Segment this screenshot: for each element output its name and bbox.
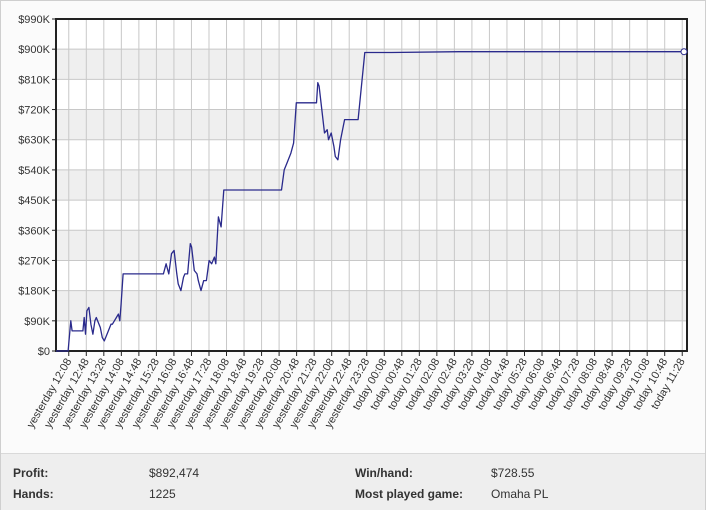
hands-label: Hands:: [13, 487, 54, 501]
y-tick-label: $810K: [18, 74, 50, 86]
grid-band: [56, 290, 687, 321]
y-tick-label: $540K: [18, 165, 50, 177]
chart-area: $0 $90K $180K $270K $360K $450K $540K $630K $720…: [1, 1, 705, 451]
win-per-hand-value: $728.55: [491, 466, 535, 480]
last-point-marker: [680, 48, 688, 56]
y-tick-label: $180K: [18, 286, 50, 298]
y-tick-label: $990K: [18, 14, 50, 26]
y-tick-label: $720K: [18, 105, 50, 117]
win-per-hand-label: Win/hand:: [355, 466, 413, 480]
grid-band: [56, 169, 687, 201]
profit-chart: $0 $90K $180K $270K $360K $450K $540K $630K $720…: [18, 14, 688, 430]
plot-border: [55, 18, 688, 352]
grid-band: [56, 49, 687, 80]
y-tick-label: $630K: [18, 135, 50, 147]
most-played-game-value: Omaha PL: [491, 487, 549, 501]
stats-bar: Profit: $892,474 Hands: 1225 Win/hand: $…: [1, 453, 705, 510]
grid-band: [56, 109, 687, 140]
profit-value: $892,474: [149, 466, 200, 480]
y-tick-label: $0: [38, 346, 50, 358]
grid-band: [56, 230, 687, 261]
profit-series-line: [56, 51, 687, 352]
y-tick-label: $360K: [18, 225, 50, 237]
profit-label: Profit:: [13, 466, 49, 480]
hands-value: 1225: [149, 487, 176, 501]
y-tick-label: $90K: [24, 316, 50, 328]
y-tick-label: $900K: [18, 44, 50, 56]
y-tick-label: $450K: [18, 195, 50, 207]
most-played-game-label: Most played game:: [355, 487, 464, 501]
y-tick-label: $270K: [18, 255, 50, 267]
